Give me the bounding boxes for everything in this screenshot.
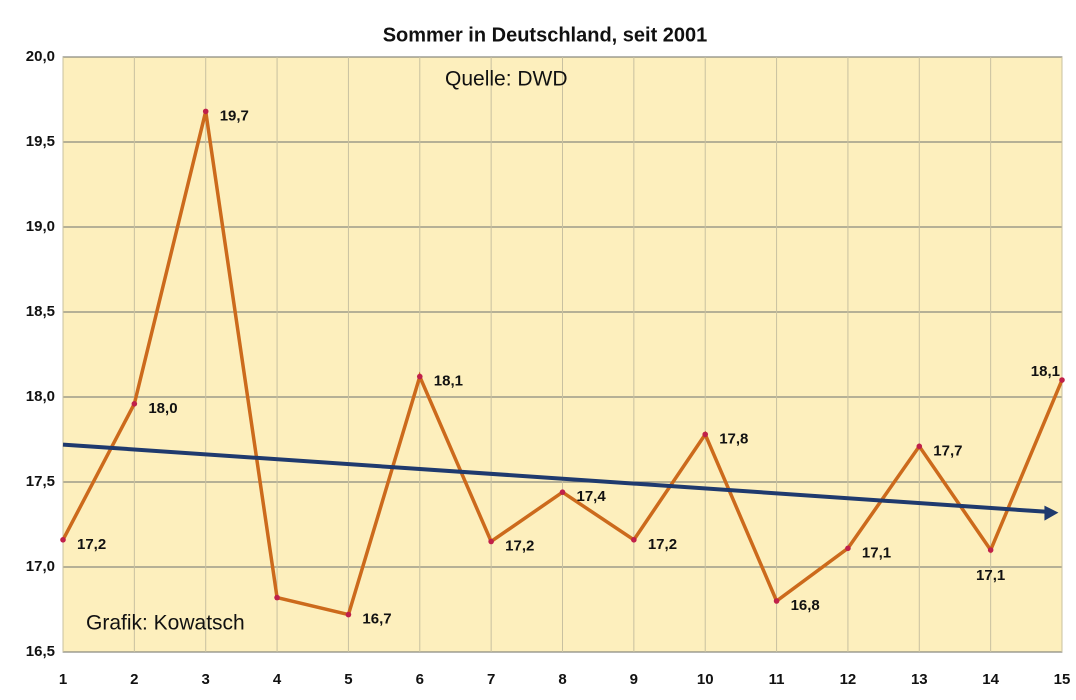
x-tick-label: 1: [59, 671, 67, 688]
value-label: 17,1: [862, 544, 891, 561]
value-label: 18,0: [148, 400, 177, 417]
y-tick-label: 19,0: [26, 218, 55, 235]
value-label: 17,2: [648, 536, 677, 553]
x-tick-label: 4: [273, 671, 282, 688]
value-label: 17,2: [77, 536, 106, 553]
y-tick-label: 17,0: [26, 558, 55, 575]
value-label: 19,7: [220, 107, 249, 124]
x-tick-label: 11: [769, 671, 785, 688]
value-label: 18,1: [1031, 363, 1060, 380]
point: [702, 431, 709, 438]
y-tick-label: 19,5: [26, 133, 55, 150]
point: [987, 547, 994, 553]
x-tick-label: 9: [630, 671, 638, 688]
x-tick-label: 6: [416, 671, 424, 688]
point: [416, 373, 423, 380]
x-tick-label: 7: [487, 671, 495, 688]
x-tick-label: 5: [344, 671, 352, 688]
point: [559, 489, 566, 496]
annotation: Grafik: Kowatsch: [86, 612, 245, 635]
value-label: 16,8: [791, 597, 820, 614]
value-label: 17,4: [577, 488, 607, 505]
point: [916, 443, 923, 450]
point: [488, 538, 494, 545]
y-tick-label: 20,0: [26, 48, 55, 65]
x-tick-label: 10: [697, 671, 714, 688]
x-tick-label: 13: [911, 671, 928, 688]
value-label: 16,7: [362, 611, 391, 628]
point: [131, 401, 138, 407]
annotation: Quelle: DWD: [445, 68, 568, 91]
y-tick-label: 17,5: [26, 473, 55, 490]
y-tick-label: 18,5: [26, 303, 55, 320]
value-label: 18,1: [434, 373, 463, 390]
x-tick-label: 14: [982, 671, 999, 688]
point: [773, 598, 780, 604]
x-tick-label: 8: [558, 671, 566, 688]
value-label: 17,7: [933, 442, 962, 459]
point: [345, 611, 352, 618]
y-tick-label: 18,0: [26, 388, 55, 405]
chart-title: Sommer in Deutschland, seit 2001: [383, 24, 708, 46]
point: [631, 537, 637, 543]
x-tick-label: 15: [1054, 671, 1071, 688]
trend-arrow: [1044, 505, 1059, 521]
point: [60, 537, 66, 543]
y-tick-label: 16,5: [26, 643, 55, 660]
x-tick-label: 3: [202, 671, 210, 688]
trend-line: [62, 442, 1049, 514]
value-label: 17,1: [976, 567, 1005, 584]
point: [1059, 377, 1065, 383]
x-tick-label: 2: [130, 671, 138, 688]
value-label: 17,8: [719, 430, 748, 447]
value-label: 17,2: [505, 537, 534, 554]
point: [845, 545, 851, 552]
point: [202, 108, 209, 115]
x-tick-label: 12: [840, 671, 857, 688]
point: [274, 594, 280, 601]
